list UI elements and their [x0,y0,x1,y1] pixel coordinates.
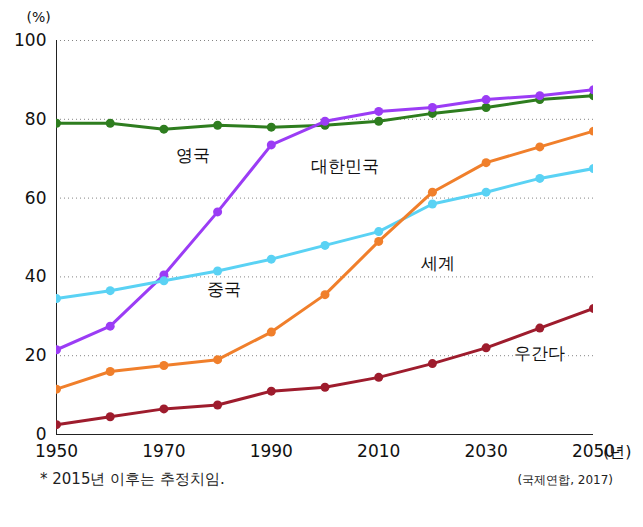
svg-text:0: 0 [35,423,47,444]
svg-text:대한민국: 대한민국 [311,156,379,176]
svg-text:중국: 중국 [207,279,241,299]
svg-text:80: 80 [25,109,47,129]
svg-text:40: 40 [25,266,47,286]
svg-text:2030: 2030 [464,441,507,461]
svg-text:세계: 세계 [421,253,455,273]
svg-text:60: 60 [25,188,47,208]
svg-text:1990: 1990 [250,441,293,461]
svg-text:1950: 1950 [35,441,78,461]
html-text:* 2015년 이후는 추정치임.: * 2015년 이후는 추정치임. [40,470,225,488]
svg-text:2010: 2010 [357,441,400,461]
svg-text:20: 20 [25,345,47,365]
svg-text:우간다: 우간다 [514,343,565,363]
html-text:(국제연합, 2017): (국제연합, 2017) [517,473,613,487]
svg-text:(%): (%) [27,9,51,25]
svg-text:영국: 영국 [176,145,210,165]
svg-text:2050: 2050 [571,440,616,461]
svg-text:100: 100 [14,30,46,50]
svg-text:(년): (년) [603,442,631,461]
svg-text:1970: 1970 [142,441,185,461]
